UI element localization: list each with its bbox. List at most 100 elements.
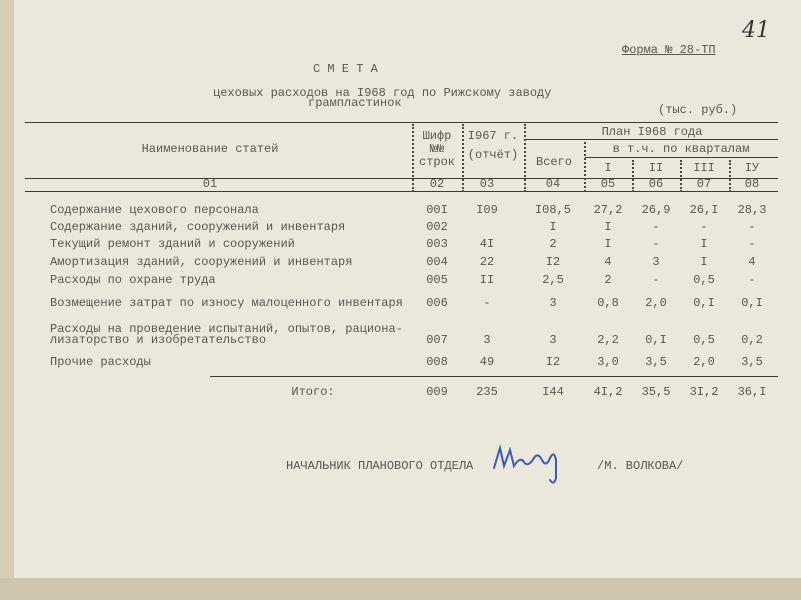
row-name: Итого: [291, 385, 335, 399]
header-by-quarters: в т.ч. по кварталам [612, 142, 750, 156]
cell-q4: 0,I [741, 296, 763, 310]
header-name: Наименование статей [141, 142, 279, 156]
cell-q4: - [748, 237, 756, 251]
cell-q1: 2 [604, 273, 612, 287]
column-number: 03 [479, 177, 495, 191]
header-q1: I [604, 161, 612, 175]
cell-prev: 3 [483, 333, 491, 347]
row-name: Возмещение затрат по износу малоценного … [50, 296, 403, 310]
row-name-cont: лизаторство и изобретательство [50, 333, 267, 347]
cell-q2: - [652, 220, 660, 234]
cell-total: I44 [542, 385, 564, 399]
cell-q2: 26,9 [641, 203, 671, 217]
handwritten-signature [493, 444, 557, 484]
cell-prev: 22 [479, 255, 495, 269]
cell-q4: - [748, 220, 756, 234]
row-name: Текущий ремонт зданий и сооружений [50, 237, 295, 251]
cell-total: 2,5 [542, 273, 564, 287]
col-divider [729, 160, 731, 192]
quarter-divider [585, 157, 778, 158]
cell-q3: I [700, 255, 708, 269]
cell-q4: 28,3 [737, 203, 767, 217]
cell-q3: 0,5 [693, 273, 715, 287]
page-number: 41 [742, 18, 770, 43]
cell-total: 3 [549, 333, 557, 347]
header-q2: II [648, 161, 664, 175]
column-number: 01 [202, 177, 218, 191]
cell-total: I08,5 [534, 203, 571, 217]
cell-prev: - [483, 296, 491, 310]
header-q4: IУ [744, 161, 760, 175]
header-prev-report: (отчёт) [467, 148, 519, 162]
col-divider [412, 124, 414, 192]
signature-position: НАЧАЛЬНИК ПЛАНОВОГО ОТДЕЛА [286, 459, 474, 473]
cell-total: I [549, 220, 557, 234]
cell-q2: 3,5 [645, 355, 667, 369]
header-prev-year: I967 г. [467, 129, 519, 143]
document-subtitle-2: грампластинок [308, 96, 402, 110]
cell-q2: 35,5 [641, 385, 671, 399]
cell-q3: 26,I [689, 203, 719, 217]
cell-q3: - [700, 220, 708, 234]
cell-q4: - [748, 273, 756, 287]
cell-code: 009 [426, 385, 448, 399]
column-number: 04 [545, 177, 561, 191]
header-plan: План I968 года [601, 125, 703, 139]
cell-q1: 0,8 [597, 296, 619, 310]
cell-q3: 2,0 [693, 355, 715, 369]
column-number: 02 [429, 177, 445, 191]
cell-code: 00I [426, 203, 448, 217]
cell-q3: 0,5 [693, 333, 715, 347]
form-label: Форма № 28-ТП [622, 43, 716, 57]
plan-divider [525, 139, 778, 140]
cell-total: I2 [545, 255, 561, 269]
header-line [25, 178, 778, 179]
col-divider [462, 124, 464, 192]
header-code: Шифр [422, 129, 452, 143]
cell-q1: 3,0 [597, 355, 619, 369]
column-number: 08 [744, 177, 760, 191]
cell-prev: 235 [476, 385, 498, 399]
cell-prev: 49 [479, 355, 495, 369]
cell-prev: II [479, 273, 495, 287]
cell-code: 004 [426, 255, 448, 269]
units-label: (тыс. руб.) [658, 103, 738, 117]
row-name: Содержание зданий, сооружений и инвентар… [50, 220, 346, 234]
cell-q1: 2,2 [597, 333, 619, 347]
column-number: 07 [696, 177, 712, 191]
header-total: Всего [535, 155, 573, 169]
cell-prev: 4I [479, 237, 495, 251]
col-divider [632, 160, 634, 192]
colnum-line [25, 191, 778, 192]
cell-code: 007 [426, 333, 448, 347]
col-divider [584, 142, 586, 192]
cell-prev: I09 [476, 203, 498, 217]
document-page [14, 0, 801, 578]
header-q3: III [693, 161, 715, 175]
cell-q4: 0,2 [741, 333, 763, 347]
cell-total: 3 [549, 296, 557, 310]
cell-q1: I [604, 237, 612, 251]
cell-q2: 0,I [645, 333, 667, 347]
cell-total: 2 [549, 237, 557, 251]
scan-bottom-edge [0, 578, 801, 600]
signature-name: /М. ВОЛКОВА/ [597, 459, 684, 473]
cell-q2: 2,0 [645, 296, 667, 310]
cell-q1: 4 [604, 255, 612, 269]
cell-code: 005 [426, 273, 448, 287]
cell-q1: 27,2 [593, 203, 623, 217]
row-name: Амортизация зданий, сооружений и инвента… [50, 255, 353, 269]
cell-code: 003 [426, 237, 448, 251]
row-name: Прочие расходы [50, 355, 151, 369]
cell-code: 002 [426, 220, 448, 234]
column-number: 05 [600, 177, 616, 191]
cell-q1: 4I,2 [593, 385, 623, 399]
row-name: Содержание цехового персонала [50, 203, 259, 217]
cell-code: 008 [426, 355, 448, 369]
total-line [210, 376, 778, 377]
column-number: 06 [648, 177, 664, 191]
document-title: С М Е Т А [313, 62, 378, 76]
header-code-2: №№ [429, 142, 445, 156]
cell-q2: - [652, 237, 660, 251]
cell-q4: 3,5 [741, 355, 763, 369]
